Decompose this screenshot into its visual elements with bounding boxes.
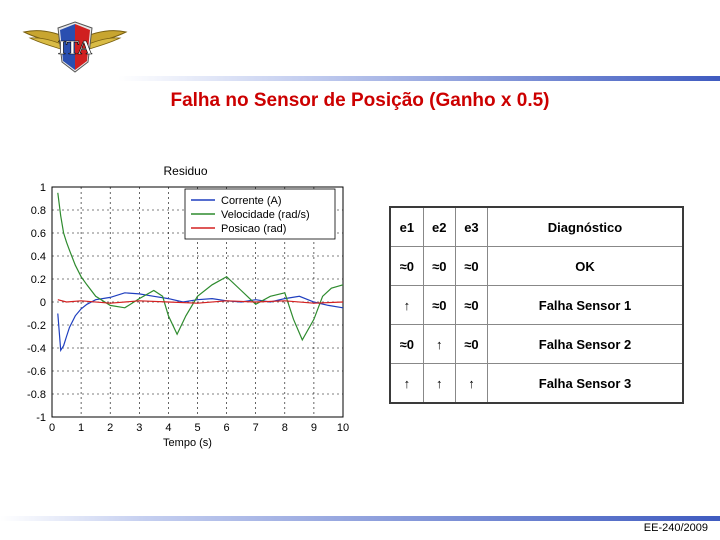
cell-e1: ↑ <box>389 363 424 404</box>
x-tick-label: 3 <box>136 422 142 434</box>
table-row: ↑ ≈0 ≈0 Falha Sensor 1 <box>389 285 684 325</box>
cell-e2: ↑ <box>422 324 456 364</box>
y-tick-label: -1 <box>36 412 46 424</box>
series-line-2 <box>57 192 344 342</box>
residuo-chart: 0 1 2 3 4 5 6 7 8 9 10 1 0.8 0.6 0.4 0.2 0 -0.2 -0.4 -0.6 -0… <box>27 164 349 449</box>
x-tick-label: 1 <box>78 422 84 434</box>
y-tick-label: 1 <box>40 182 46 194</box>
cell-e2: ≈0 <box>422 285 456 325</box>
y-tick-label: 0.6 <box>31 228 46 240</box>
cell-e2: ≈0 <box>422 246 456 286</box>
x-tick-label: 7 <box>253 422 259 434</box>
cell-diagnostico: Falha Sensor 1 <box>487 285 684 325</box>
course-footer: EE-240/2009 <box>643 522 708 534</box>
cell-diagnostico: Falha Sensor 3 <box>487 363 684 404</box>
x-tick-label: 0 <box>49 422 55 434</box>
cell-diagnostico: OK <box>487 246 684 286</box>
table-row: ≈0 ↑ ≈0 Falha Sensor 2 <box>389 324 684 364</box>
cell-e3: ≈0 <box>454 246 489 286</box>
x-tick-label: 2 <box>107 422 113 434</box>
cell-e3: ≈0 <box>454 285 489 325</box>
series-line-3 <box>57 299 344 304</box>
x-tick-label: 6 <box>224 422 230 434</box>
x-tick-label: 9 <box>311 422 317 434</box>
x-tick-label: 4 <box>165 422 171 434</box>
top-divider-bar <box>118 76 720 81</box>
header-e2: e2 <box>422 206 456 247</box>
y-tick-label: 0 <box>40 297 46 309</box>
legend-label: Posicao (rad) <box>221 223 286 235</box>
y-tick-label: -0.2 <box>27 320 46 332</box>
cell-e3: ↑ <box>454 363 489 404</box>
y-tick-label: -0.8 <box>27 389 46 401</box>
diagnosis-table-container: e1 e2 e3 Diagnóstico ≈0 ≈0 ≈0 OK ↑ ≈0 ≈0… <box>389 206 684 404</box>
cell-e1: ↑ <box>389 285 424 325</box>
legend-label: Corrente (A) <box>221 195 282 207</box>
series-line-1 <box>57 292 344 353</box>
table-header-row: e1 e2 e3 Diagnóstico <box>389 206 684 247</box>
cell-e3: ≈0 <box>454 324 489 364</box>
header-e3: e3 <box>454 206 489 247</box>
y-tick-label: 0.8 <box>31 205 46 217</box>
chart-title: Residuo <box>163 164 207 178</box>
ita-logo: ITA <box>22 21 128 73</box>
bottom-divider-bar <box>0 516 720 521</box>
header-diagnostico: Diagnóstico <box>487 206 684 247</box>
legend-label: Velocidade (rad/s) <box>221 209 310 221</box>
y-tick-label: 0.4 <box>31 251 46 263</box>
y-tick-label: 0.2 <box>31 274 46 286</box>
x-tick-label: 10 <box>337 422 349 434</box>
cell-e2: ↑ <box>422 363 456 404</box>
cell-e1: ≈0 <box>389 324 424 364</box>
table-row: ↑ ↑ ↑ Falha Sensor 3 <box>389 363 684 404</box>
y-tick-label: -0.6 <box>27 366 46 378</box>
x-tick-label: 8 <box>282 422 288 434</box>
table-row: ≈0 ≈0 ≈0 OK <box>389 246 684 286</box>
x-tick-label: 5 <box>194 422 200 434</box>
header-e1: e1 <box>389 206 424 247</box>
x-axis-label: Tempo (s) <box>163 437 212 449</box>
cell-diagnostico: Falha Sensor 2 <box>487 324 684 364</box>
slide-title: Falha no Sensor de Posição (Ganho x 0.5) <box>170 90 550 111</box>
y-tick-label: -0.4 <box>27 343 46 355</box>
diagnosis-table: e1 e2 e3 Diagnóstico ≈0 ≈0 ≈0 OK ↑ ≈0 ≈0… <box>389 206 684 404</box>
cell-e1: ≈0 <box>389 246 424 286</box>
svg-text:ITA: ITA <box>58 37 93 59</box>
